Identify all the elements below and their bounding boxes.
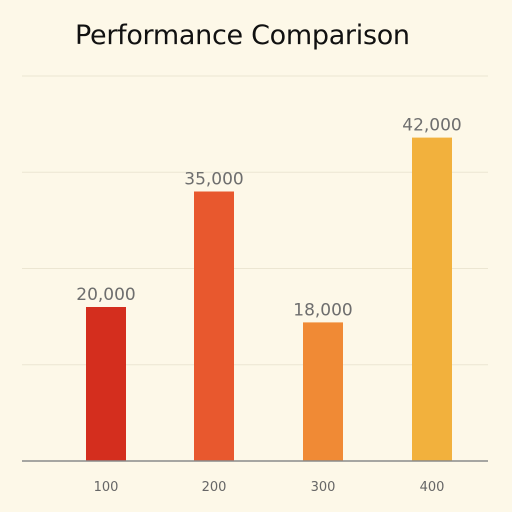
x-tick-label-200: 200 bbox=[202, 480, 227, 495]
bars bbox=[86, 137, 452, 461]
data-label-400: 42,000 bbox=[402, 116, 461, 136]
bar-200 bbox=[194, 191, 234, 461]
data-labels: 20,000 35,000 18,000 42,000 bbox=[76, 116, 461, 321]
bar-400 bbox=[412, 137, 452, 461]
bar-300 bbox=[303, 322, 343, 461]
data-label-200: 35,000 bbox=[184, 170, 243, 190]
x-tick-labels: 100 200 300 400 bbox=[94, 480, 445, 495]
x-tick-label-100: 100 bbox=[94, 480, 119, 495]
x-tick-label-300: 300 bbox=[311, 480, 336, 495]
x-tick-label-400: 400 bbox=[420, 480, 445, 495]
bar-100 bbox=[86, 307, 126, 461]
data-label-100: 20,000 bbox=[76, 285, 135, 305]
data-label-300: 18,000 bbox=[293, 300, 352, 320]
chart-title: Performance Comparison bbox=[75, 20, 410, 51]
